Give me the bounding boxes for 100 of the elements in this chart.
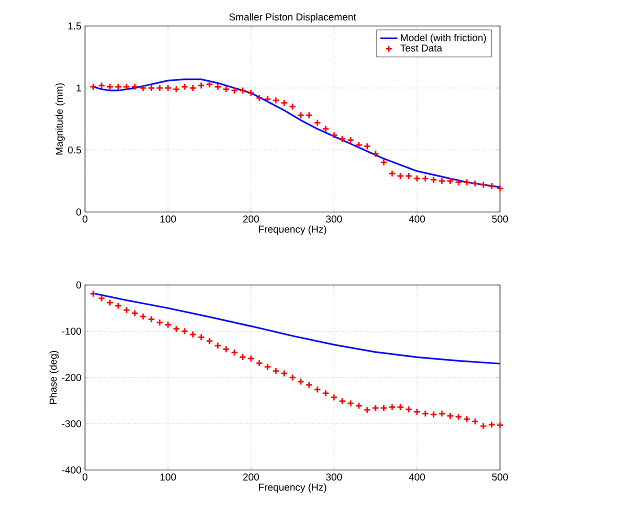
point <box>380 404 388 412</box>
point <box>247 89 255 97</box>
point <box>180 328 188 335</box>
point <box>206 337 214 345</box>
point <box>214 83 222 90</box>
point <box>480 180 488 188</box>
point <box>355 141 363 149</box>
point <box>148 315 156 323</box>
line-series <box>92 292 500 364</box>
point <box>148 84 156 92</box>
point <box>446 412 454 420</box>
point <box>330 131 338 139</box>
y-tick-label: -400 <box>62 466 82 474</box>
point <box>122 306 130 314</box>
point <box>98 294 106 302</box>
point <box>164 321 172 329</box>
point <box>422 410 430 418</box>
point <box>305 381 313 389</box>
point <box>256 94 264 102</box>
point <box>280 370 288 378</box>
point <box>488 182 496 190</box>
point <box>363 406 371 414</box>
point <box>355 402 363 410</box>
point <box>438 177 446 185</box>
y-tick-label: 0.5 <box>68 146 82 154</box>
point <box>372 404 380 412</box>
point <box>388 403 396 411</box>
point <box>114 302 122 310</box>
x-tick-label: 300 <box>326 216 342 223</box>
y-tick-label: 1 <box>76 84 81 92</box>
point <box>396 403 404 411</box>
point <box>98 82 106 90</box>
x-axis-title: Frequency (Hz) <box>258 483 326 493</box>
chart-title: Smaller Piston Displacement <box>229 13 356 22</box>
x-tick-label: 200 <box>243 474 259 481</box>
point <box>164 84 172 92</box>
point <box>288 102 296 110</box>
legend-label: Model (with friction) <box>400 34 486 44</box>
y-tick-label: 1.5 <box>68 22 82 30</box>
point <box>90 290 98 298</box>
x-tick-label: 400 <box>408 474 425 481</box>
y-axis-title: Phase (deg) <box>49 350 59 404</box>
point <box>230 348 238 356</box>
x-tick-label: 400 <box>408 216 425 223</box>
point <box>471 180 479 188</box>
x-tick-label: 100 <box>160 474 176 481</box>
point <box>214 342 222 350</box>
point <box>222 346 230 354</box>
point <box>404 406 412 414</box>
point <box>247 354 255 362</box>
point <box>206 80 214 88</box>
point <box>222 85 230 93</box>
y-tick-label: 0 <box>76 208 82 216</box>
point <box>430 410 438 418</box>
point <box>463 415 471 423</box>
point <box>90 83 98 90</box>
point <box>305 112 313 120</box>
point <box>314 118 322 126</box>
point <box>156 84 164 92</box>
point <box>230 86 238 94</box>
point <box>156 318 164 326</box>
x-axis-title: Frequency (Hz) <box>258 225 326 235</box>
point <box>438 410 446 418</box>
point <box>496 184 504 192</box>
point <box>264 363 272 371</box>
point <box>131 309 139 317</box>
point <box>106 83 114 90</box>
point <box>422 174 430 182</box>
point <box>189 84 197 92</box>
y-tick-label: -200 <box>62 374 82 382</box>
point <box>380 158 388 166</box>
legend-label: Test Data <box>400 44 442 52</box>
point <box>322 125 330 133</box>
x-tick-label: 200 <box>243 216 259 223</box>
x-tick-label: 300 <box>326 474 342 481</box>
point <box>396 172 404 180</box>
point <box>297 112 305 120</box>
point <box>272 96 280 104</box>
y-tick-label: -300 <box>62 420 82 428</box>
point <box>471 418 479 426</box>
point <box>330 394 338 402</box>
point <box>496 421 504 429</box>
point <box>197 82 205 90</box>
point <box>122 83 130 90</box>
point <box>346 400 354 408</box>
point <box>454 413 462 421</box>
x-tick-label: 500 <box>492 216 508 223</box>
point <box>297 378 305 386</box>
point <box>280 99 288 107</box>
point <box>388 170 396 178</box>
y-tick-label: 0 <box>76 281 82 289</box>
point <box>272 367 280 375</box>
point <box>338 397 346 405</box>
point <box>454 178 462 186</box>
x-tick-label: 0 <box>82 216 88 223</box>
point <box>446 177 454 185</box>
point <box>480 422 488 430</box>
point <box>180 83 188 90</box>
point <box>430 176 438 184</box>
y-axis-title: Magnitude (mm) <box>55 83 65 154</box>
